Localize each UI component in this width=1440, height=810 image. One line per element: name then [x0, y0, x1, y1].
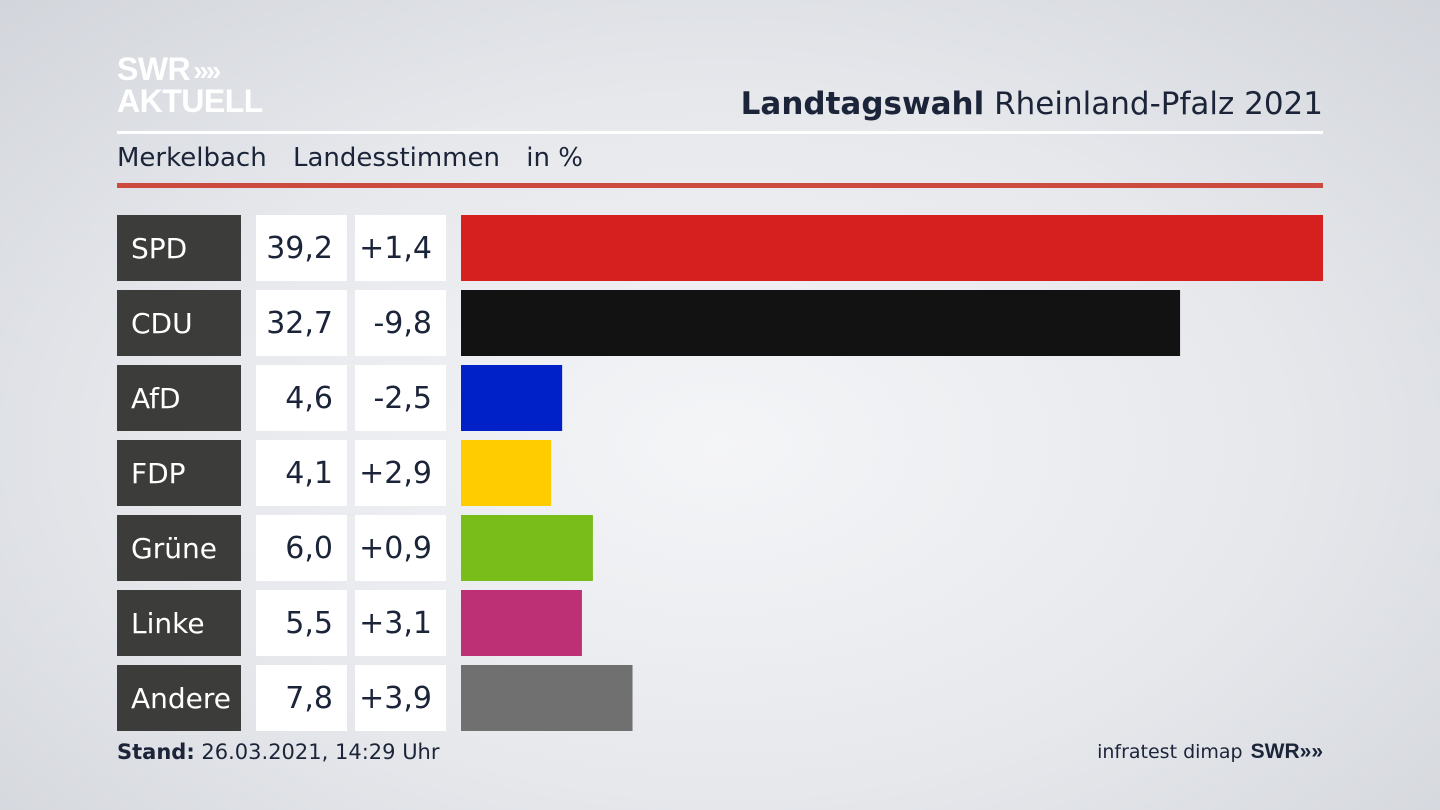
party-label: Grüne: [131, 532, 217, 565]
footer-swr-logo: SWR»»: [1250, 740, 1323, 763]
footer-arrows-icon: »: [1299, 740, 1312, 763]
vote-share-box: [256, 290, 347, 356]
vote-share-label: 4,1: [285, 456, 333, 491]
vote-share-label: 5,5: [285, 606, 333, 641]
change-label: +3,1: [359, 606, 432, 641]
change-label: +3,9: [359, 681, 432, 716]
vote-share-box: [256, 365, 347, 431]
party-label: Andere: [131, 682, 231, 715]
footer-arrows-icon-2: »: [1311, 740, 1323, 763]
change-box: [355, 290, 446, 356]
subtitle-unit: in %: [526, 143, 583, 173]
logo-aktuell: AKTUELL: [117, 83, 263, 119]
title-bold: Landtagswahl: [740, 86, 985, 122]
party-label: AfD: [131, 382, 181, 415]
party-label-box: [117, 290, 241, 356]
party-label-box: [117, 215, 241, 281]
party-label-box: [117, 665, 241, 731]
change-box: [355, 440, 446, 506]
party-label-box: [117, 515, 241, 581]
stand-label: Stand:: [117, 740, 195, 764]
vote-share-label: 32,7: [266, 306, 333, 341]
vote-share-box: [256, 665, 347, 731]
vote-share-box: [256, 515, 347, 581]
change-box: [355, 590, 446, 656]
vote-share-box: [256, 590, 347, 656]
change-label: -9,8: [373, 306, 432, 341]
party-label: CDU: [131, 307, 193, 340]
source-name: infratest dimap: [1097, 741, 1243, 763]
vote-share-label: 39,2: [266, 231, 333, 266]
subtitle-type: Landesstimmen: [292, 143, 500, 173]
bar-cdu: [461, 290, 1181, 356]
bar-afd: [461, 365, 563, 431]
party-label: SPD: [131, 232, 187, 265]
change-label: +1,4: [359, 231, 432, 266]
bar-grüne: [461, 515, 593, 581]
vote-share-label: 7,8: [285, 681, 333, 716]
stand-value: 26.03.2021, 14:29 Uhr: [201, 740, 440, 764]
party-label: FDP: [131, 457, 186, 490]
vote-share-label: 4,6: [285, 381, 333, 416]
vote-share-box: [256, 215, 347, 281]
change-box: [355, 515, 446, 581]
vote-share-box: [256, 440, 347, 506]
change-label: +2,9: [359, 456, 432, 491]
change-box: [355, 215, 446, 281]
title-divider: [117, 131, 1323, 134]
bar-spd: [461, 215, 1323, 281]
party-label-box: [117, 365, 241, 431]
change-label: +0,9: [359, 531, 432, 566]
timestamp: Stand: 26.03.2021, 14:29 Uhr: [117, 740, 440, 764]
bar-fdp: [461, 440, 552, 506]
party-label-box: [117, 440, 241, 506]
swr-aktuell-logo: SWR»» AKTUELL: [117, 51, 263, 119]
page-title: Landtagswahl Rheinland-Pfalz 2021: [741, 86, 1323, 122]
subtitle: Merkelbach Landesstimmen in %: [117, 143, 601, 173]
change-box: [355, 665, 446, 731]
change-label: -2,5: [373, 381, 432, 416]
party-label-box: [117, 590, 241, 656]
subtitle-place: Merkelbach: [117, 143, 267, 173]
source-credit: infratest dimap SWR»»: [1097, 740, 1323, 764]
change-box: [355, 365, 446, 431]
bar-andere: [461, 665, 633, 731]
title-regular: Rheinland-Pfalz 2021: [994, 86, 1323, 122]
vote-share-label: 6,0: [285, 531, 333, 566]
logo-swr: SWR»»: [117, 51, 221, 87]
bar-linke: [461, 590, 582, 656]
subtitle-divider: [117, 183, 1323, 188]
party-label: Linke: [131, 607, 205, 640]
